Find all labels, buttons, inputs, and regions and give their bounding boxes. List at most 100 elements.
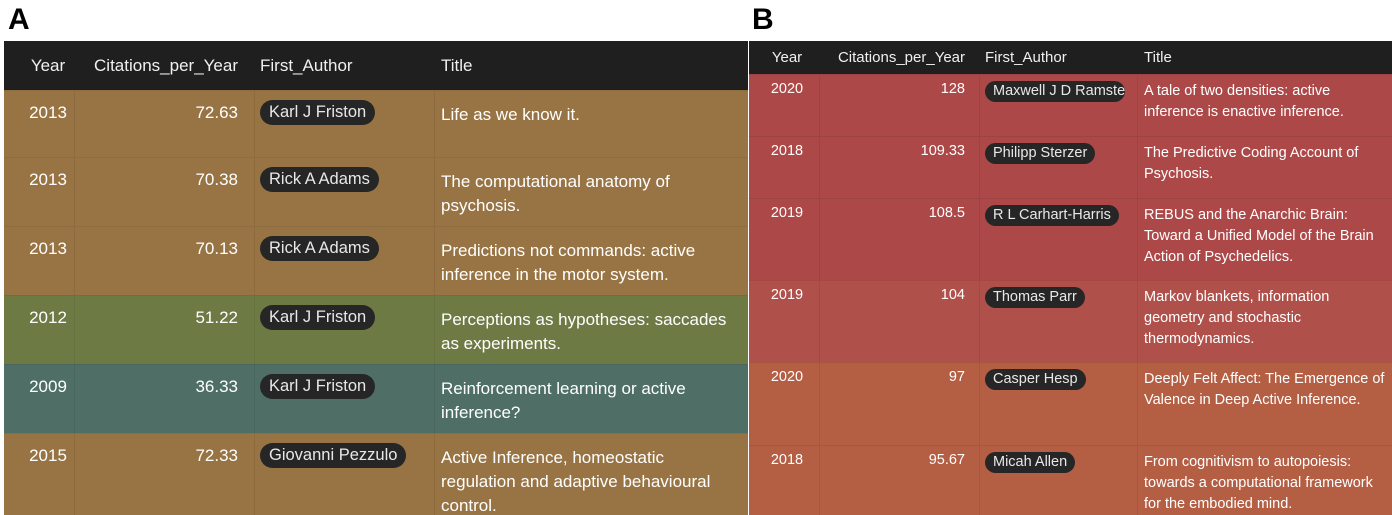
- column-divider: [254, 91, 255, 157]
- table-row[interactable]: 2018 109.33 Philipp Sterzer The Predictive …: [749, 136, 1392, 198]
- year-header[interactable]: Year: [771, 49, 803, 66]
- citations-cell: 36.33: [195, 377, 238, 396]
- author-tag: Micah Allen: [985, 452, 1076, 473]
- citations-cell: 108.5: [928, 205, 965, 221]
- title-cell: Active Inference, homeostatic regulation…: [441, 448, 711, 515]
- column-divider: [819, 281, 820, 362]
- title-cell: Reinforcement learning or active inferen…: [441, 379, 686, 422]
- author-tag: Rick A Adams: [260, 236, 379, 261]
- column-divider: [1137, 446, 1138, 515]
- column-divider: [434, 91, 435, 157]
- column-divider: [74, 434, 75, 515]
- column-divider: [254, 365, 255, 433]
- title-cell: The Predictive Coding Account of Psychos…: [1144, 145, 1359, 182]
- table-row[interactable]: 2013 70.13 Rick A Adams Predictions not com…: [4, 226, 748, 295]
- table-row[interactable]: 2009 36.33 Karl J Friston Reinforcement lea…: [4, 364, 748, 433]
- year-cell: 2018: [770, 143, 804, 159]
- citations-cell: 72.63: [195, 103, 238, 122]
- column-divider: [254, 434, 255, 515]
- column-divider: [254, 227, 255, 295]
- year-cell: 2020: [770, 81, 804, 97]
- citations-cell: 70.13: [195, 239, 238, 258]
- citations-per-year-header[interactable]: Citations_per_Year: [837, 49, 965, 66]
- author-cell: Karl J Friston: [260, 305, 430, 335]
- author-cell: Giovanni Pezzulo: [260, 443, 430, 473]
- author-cell: Karl J Friston: [260, 374, 430, 404]
- title-cell: Life as we know it.: [441, 105, 580, 124]
- panel-b-table: Year Citations_per_Year First_Author Title 2…: [749, 41, 1392, 515]
- year-cell: 2013: [29, 103, 67, 122]
- column-divider: [254, 158, 255, 226]
- author-cell: Thomas Parr: [985, 287, 1135, 312]
- title-cell: Markov blankets, information geometry an…: [1144, 289, 1330, 347]
- citations-cell: 104: [940, 287, 965, 303]
- year-cell: 2009: [29, 377, 67, 396]
- table-header: Year Citations_per_Year First_Author Title: [4, 41, 748, 90]
- first-author-header[interactable]: First_Author: [260, 55, 353, 75]
- title-cell: Predictions not commands: active inferen…: [441, 241, 696, 284]
- table-row[interactable]: 2012 51.22 Karl J Friston Perceptions as hy…: [4, 295, 748, 364]
- title-cell: Perceptions as hypotheses: saccades as e…: [441, 310, 727, 353]
- column-divider: [74, 365, 75, 433]
- title-cell: Deeply Felt Affect: The Emergence of Val…: [1144, 371, 1385, 408]
- table-row[interactable]: 2019 108.5 R L Carhart-Harris REBUS and the…: [749, 198, 1392, 280]
- table-row[interactable]: 2020 97 Casper Hesp Deeply Felt Affect: The…: [749, 362, 1392, 445]
- author-tag: R L Carhart-Harris: [985, 205, 1119, 226]
- author-tag: Thomas Parr: [985, 287, 1085, 308]
- author-tag: Karl J Friston: [260, 100, 376, 125]
- author-cell: Casper Hesp: [985, 369, 1135, 394]
- column-divider: [434, 296, 435, 364]
- title-cell: REBUS and the Anarchic Brain: Toward a U…: [1144, 207, 1374, 265]
- author-tag: Karl J Friston: [260, 305, 376, 330]
- title-header[interactable]: Title: [441, 55, 473, 75]
- column-divider: [819, 137, 820, 198]
- author-cell: Philipp Sterzer: [985, 143, 1135, 168]
- table-row[interactable]: 2018 95.67 Micah Allen From cognitivism to …: [749, 445, 1392, 515]
- author-tag: Giovanni Pezzulo: [260, 443, 407, 468]
- citations-cell: 128: [940, 81, 965, 97]
- table-row[interactable]: 2015 72.33 Giovanni Pezzulo Active Inferenc…: [4, 433, 748, 515]
- column-divider: [434, 227, 435, 295]
- table-row[interactable]: 2013 72.63 Karl J Friston Life as we know i…: [4, 90, 748, 157]
- first-author-header[interactable]: First_Author: [985, 49, 1067, 66]
- table-row[interactable]: 2013 70.38 Rick A Adams The computational a…: [4, 157, 748, 226]
- citations-cell: 51.22: [195, 308, 238, 327]
- column-divider: [1137, 363, 1138, 445]
- author-tag: Maxwell J D Ramstead: [985, 81, 1125, 102]
- author-cell: Karl J Friston: [260, 100, 430, 130]
- column-divider: [1137, 199, 1138, 280]
- author-cell: R L Carhart-Harris: [985, 205, 1135, 230]
- year-cell: 2020: [770, 369, 804, 385]
- citations-cell: 97: [948, 369, 965, 385]
- column-divider: [979, 199, 980, 280]
- column-divider: [74, 91, 75, 157]
- citations-cell: 72.33: [195, 446, 238, 465]
- year-cell: 2015: [29, 446, 67, 465]
- column-divider: [74, 227, 75, 295]
- author-cell: Maxwell J D Ramstead: [985, 81, 1135, 106]
- column-divider: [74, 158, 75, 226]
- year-cell: 2019: [770, 287, 804, 303]
- citations-cell: 109.33: [920, 143, 965, 159]
- title-cell: The computational anatomy of psychosis.: [441, 172, 670, 215]
- column-divider: [819, 199, 820, 280]
- table-row[interactable]: 2019 104 Thomas Parr Markov blankets, infor…: [749, 280, 1392, 362]
- panel-a-label: A: [8, 3, 30, 36]
- column-divider: [979, 363, 980, 445]
- title-header[interactable]: Title: [1144, 49, 1172, 66]
- column-divider: [434, 365, 435, 433]
- table-header: Year Citations_per_Year First_Author Title: [749, 41, 1392, 74]
- citations-per-year-header[interactable]: Citations_per_Year: [94, 55, 238, 75]
- column-divider: [979, 446, 980, 515]
- table-row[interactable]: 2020 128 Maxwell J D Ramstead A tale of two…: [749, 74, 1392, 136]
- column-divider: [1137, 137, 1138, 198]
- column-divider: [819, 75, 820, 136]
- year-header[interactable]: Year: [30, 55, 66, 75]
- author-tag: Karl J Friston: [260, 374, 376, 399]
- panel-b-label: B: [752, 3, 774, 36]
- column-divider: [1137, 75, 1138, 136]
- year-cell: 2013: [29, 170, 67, 189]
- panel-a-table: Year Citations_per_Year First_Author Title 2…: [4, 41, 748, 515]
- citations-cell: 95.67: [928, 452, 965, 468]
- column-divider: [979, 281, 980, 362]
